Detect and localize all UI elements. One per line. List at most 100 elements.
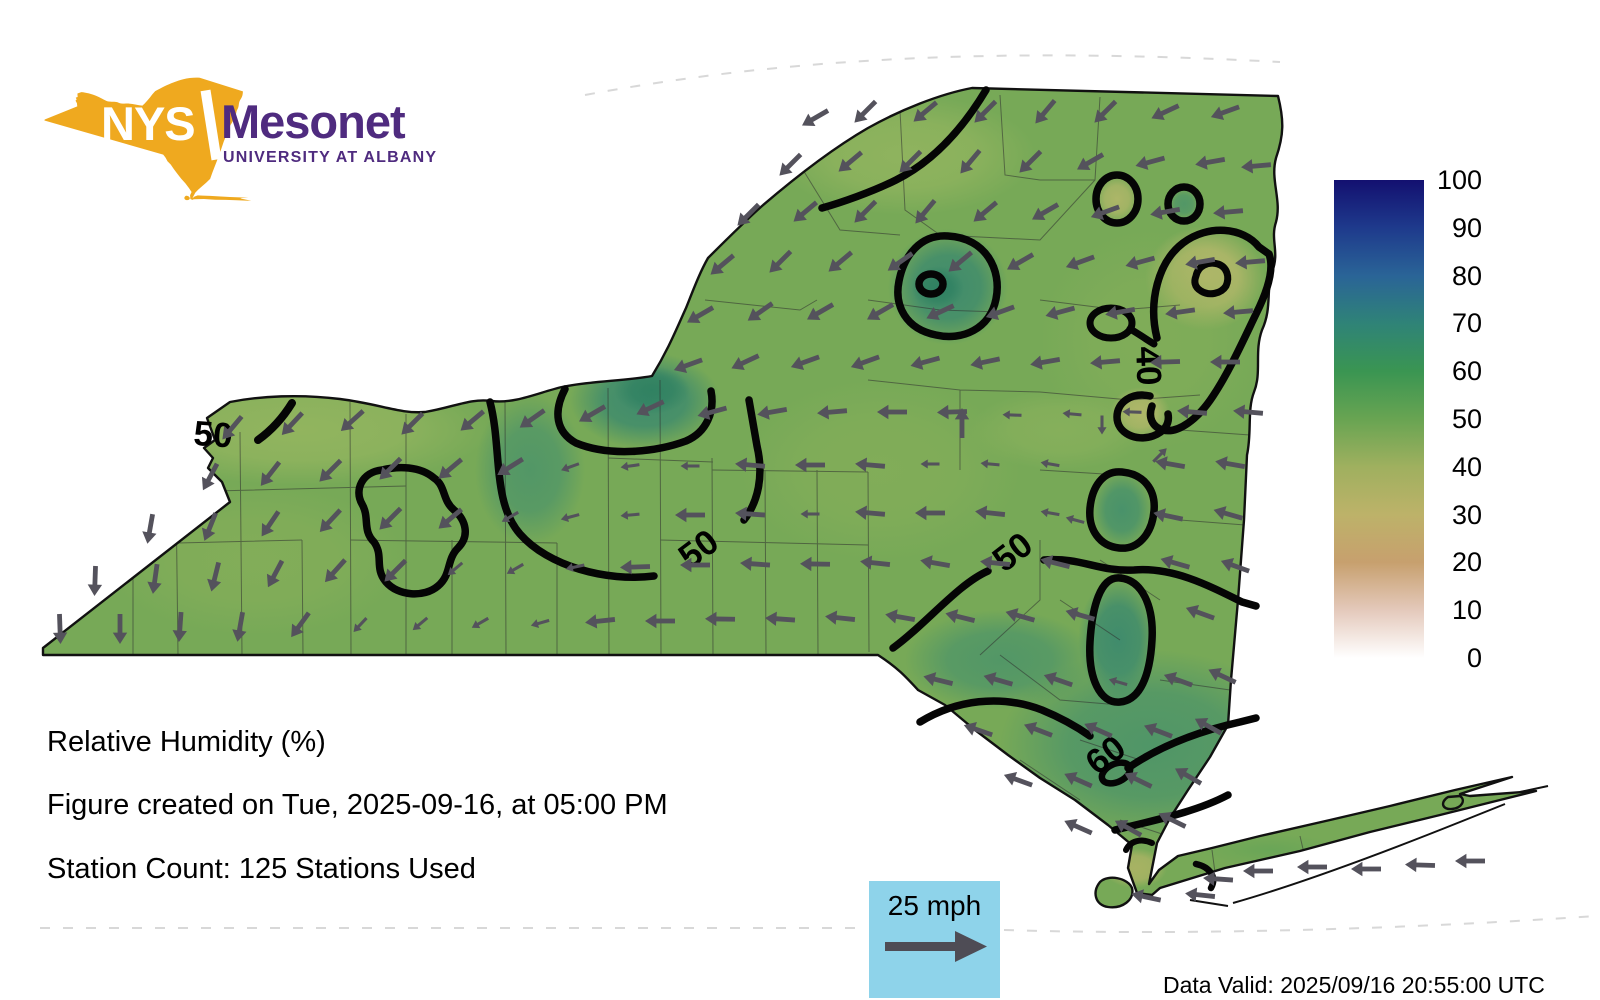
wind-arrow [680,461,700,471]
wind-arrow [1177,404,1208,419]
wind-arrow [1165,305,1196,320]
colorbar-tick-label: 70 [1451,308,1482,339]
wind-arrow [1155,456,1186,471]
wind-arrow [1043,672,1073,688]
wind-arrow [447,561,464,576]
wind-arrow [222,414,244,440]
wind-arrow [620,559,651,575]
wind-arrow [735,457,766,472]
wind-arrow [1045,305,1076,320]
colorbar-tick-label: 50 [1451,404,1482,434]
wind-arrow [731,353,760,371]
wind-arrow [1215,456,1246,471]
wind-arrow [1077,152,1105,171]
wind-arrow [963,722,993,738]
figure-created-text: Figure created on Tue, 2025-09-16, at 05… [47,789,668,821]
wind-arrow [1064,771,1093,789]
wind-arrow [790,354,820,370]
wind-arrow [261,510,281,537]
wind-arrow [765,611,796,626]
wind-arrow [1114,819,1143,838]
graticule-lines [40,54,1597,934]
wind-arrow [740,556,771,571]
wind-arrow [970,355,1001,370]
wind-arrow [854,199,878,223]
wind-arrow [899,149,923,173]
wind-speed-legend: 25 mph [869,881,1000,998]
wind-arrow [1210,104,1240,120]
wind-arrow [926,303,955,321]
wind-arrow [379,506,403,530]
wind-arrow [379,456,403,480]
wind-arrow [1405,857,1436,873]
wind-arrow [585,614,616,629]
wind-arrows [52,98,1485,904]
wind-arrow [1035,98,1057,124]
wind-arrow [353,617,368,632]
wind-arrow [974,99,998,123]
wind-arrow [687,305,715,324]
wind-arrow [1040,555,1071,570]
wind-arrow [266,559,285,588]
wind-arrow [854,99,878,123]
wind-arrow [1241,159,1272,174]
wind-arrow [807,302,835,321]
colorbar-tick-label: 20 [1451,547,1482,578]
wind-arrow [800,509,820,519]
wind-arrow [112,614,128,644]
wind-arrow [913,100,939,122]
wind-arrow [697,405,728,420]
wind-arrow [438,457,464,479]
wind-arrow [920,459,940,469]
wind-arrow [817,405,848,420]
wind-arrow [1235,255,1266,270]
wind-arrow [260,460,282,486]
coastline-details [1189,785,1549,907]
wind-arrow [1064,818,1093,836]
wind-arrow [802,108,830,127]
wind-arrow [850,354,880,370]
wind-arrow [828,250,854,272]
wind-arrow [561,462,580,473]
county-boundaries [94,94,1307,881]
wind-arrow [1194,717,1223,736]
logo-mesonet-text: Mesonet [221,95,406,148]
wind-arrow [1090,204,1120,220]
logo-subtitle: UNIVERSITY AT ALBANY [223,149,438,166]
wind-arrow [1005,608,1036,623]
wind-arrow [985,304,1015,320]
wind-arrow [945,609,976,624]
wind-arrow [401,411,425,435]
colorbar-tick-label: 80 [1451,260,1482,291]
wind-arrow [1032,202,1060,221]
wind-arrow [838,150,864,172]
wind-arrow [1151,103,1180,121]
wind-arrow [948,250,974,272]
wind-arrow [1233,404,1264,419]
wind-arrow [675,507,705,523]
logo-nys-text: NYS [101,97,196,150]
wind-arrow [1007,252,1035,271]
wind-arrow [1003,772,1033,788]
wind-arrow [867,302,895,321]
wind-arrow [291,611,311,638]
wind-arrow [1210,354,1240,370]
wind-arrow [1195,155,1226,170]
wind-arrow [1019,149,1043,173]
wind-arrow [1185,605,1215,621]
wind-arrow [960,148,982,174]
wind-arrow [384,558,408,582]
wind-arrow [319,508,342,532]
colorbar-tick-label: 10 [1451,595,1482,626]
wind-arrow [1108,676,1128,687]
wind-arrow [52,613,68,644]
wind-arrow [201,462,220,491]
wind-arrow [579,404,607,423]
wind-arrow [779,152,803,176]
wind-arrow [1208,667,1237,685]
wind-arrow [1153,508,1184,523]
wind-arrow [142,513,157,544]
wind-arrow [973,200,999,222]
wind-arrow [1125,255,1156,270]
wind-arrow [673,357,703,373]
